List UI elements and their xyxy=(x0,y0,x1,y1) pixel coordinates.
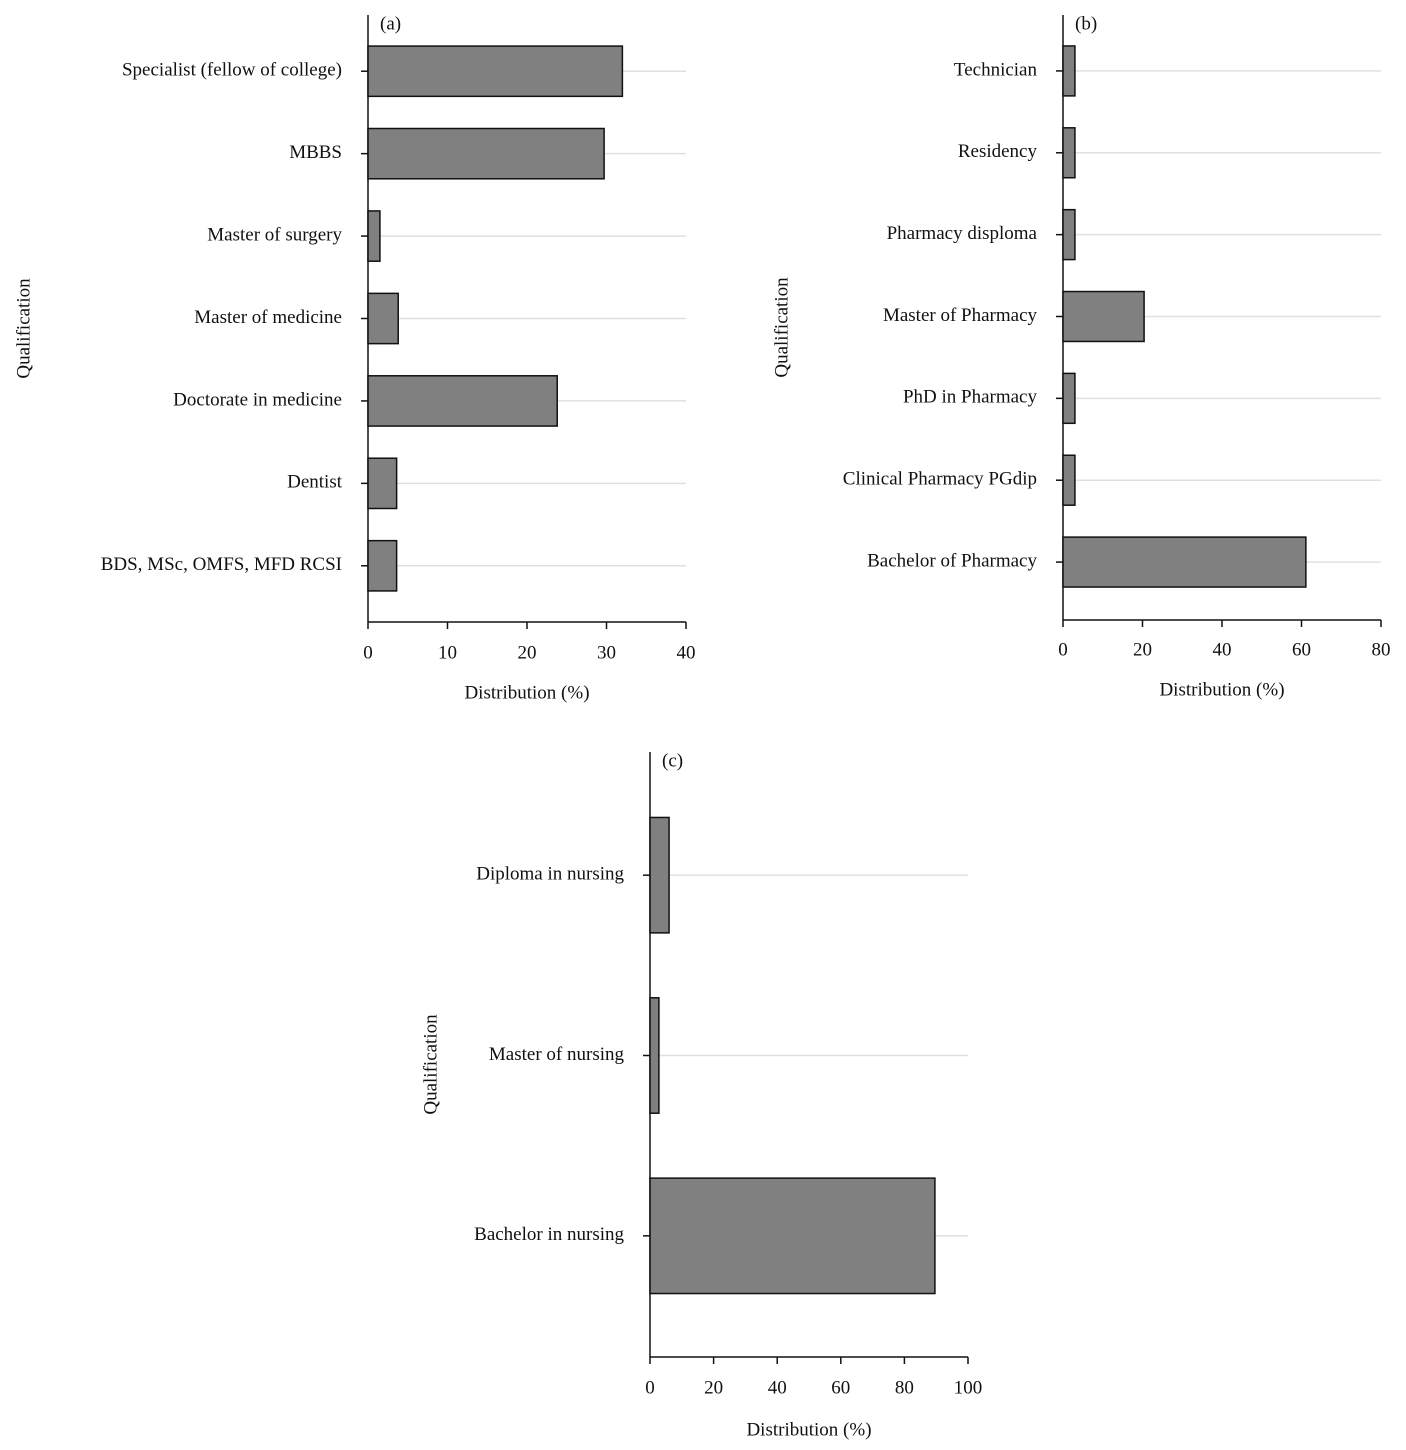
y-axis-label: Qualification xyxy=(13,278,34,379)
bar xyxy=(649,816,670,934)
y-tick-label: Clinical Pharmacy PGdip xyxy=(843,469,1037,490)
y-tick-label: Specialist (fellow of college) xyxy=(122,60,342,81)
bar xyxy=(1062,208,1076,261)
bar xyxy=(1062,127,1076,179)
bar xyxy=(367,45,624,98)
x-axis-label: Distribution (%) xyxy=(464,682,589,703)
x-tick-label: 80 xyxy=(895,1377,914,1398)
bar xyxy=(1062,290,1145,343)
y-tick-label: PhD in Pharmacy xyxy=(903,387,1038,408)
bar xyxy=(367,539,398,592)
y-tick-label: Master of nursing xyxy=(489,1044,625,1065)
y-axis-label: Qualification xyxy=(420,1014,441,1115)
y-tick-label: Master of surgery xyxy=(207,224,342,245)
y-tick-label: Dentist xyxy=(287,472,343,493)
x-tick-label: 20 xyxy=(518,642,537,663)
bar xyxy=(1062,536,1307,588)
x-tick-label: 30 xyxy=(597,642,616,663)
y-tick-label: BDS, MSc, OMFS, MFD RCSI xyxy=(101,554,342,575)
x-tick-label: 60 xyxy=(1292,639,1311,660)
bar xyxy=(649,997,660,1114)
y-tick-label: Bachelor of Pharmacy xyxy=(867,550,1037,571)
bar xyxy=(1062,45,1076,97)
x-tick-label: 0 xyxy=(645,1377,655,1398)
x-tick-label: 40 xyxy=(768,1377,787,1398)
x-tick-label: 0 xyxy=(1058,639,1068,660)
y-tick-label: Pharmacy disploma xyxy=(887,223,1038,244)
bar xyxy=(367,457,398,510)
bar xyxy=(649,1177,936,1295)
panel-label: (a) xyxy=(380,13,401,34)
bar xyxy=(1062,372,1076,425)
y-tick-label: Master of medicine xyxy=(194,307,342,328)
x-tick-label: 100 xyxy=(954,1377,983,1398)
panel-label: (c) xyxy=(662,750,683,771)
x-tick-label: 20 xyxy=(704,1377,723,1398)
y-tick-label: Doctorate in medicine xyxy=(173,389,342,410)
x-tick-label: 80 xyxy=(1372,639,1391,660)
bar xyxy=(367,375,558,427)
x-tick-label: 40 xyxy=(1213,639,1232,660)
y-tick-label: MBBS xyxy=(289,142,342,163)
bar xyxy=(367,210,381,262)
x-tick-label: 20 xyxy=(1133,639,1152,660)
bar xyxy=(367,127,605,180)
bar xyxy=(367,292,399,345)
y-tick-label: Diploma in nursing xyxy=(476,864,624,885)
x-tick-label: 60 xyxy=(831,1377,850,1398)
panel-label: (b) xyxy=(1075,13,1097,34)
x-tick-label: 40 xyxy=(677,642,696,663)
x-tick-label: 0 xyxy=(363,642,373,663)
y-axis-label: Qualification xyxy=(771,277,792,378)
y-tick-label: Technician xyxy=(954,59,1038,80)
x-axis-label: Distribution (%) xyxy=(1159,679,1284,700)
y-tick-label: Master of Pharmacy xyxy=(883,305,1038,326)
bar xyxy=(1062,454,1076,506)
y-tick-label: Residency xyxy=(958,141,1038,162)
x-tick-label: 10 xyxy=(438,642,457,663)
y-tick-label: Bachelor in nursing xyxy=(474,1224,624,1245)
x-axis-label: Distribution (%) xyxy=(746,1419,871,1440)
